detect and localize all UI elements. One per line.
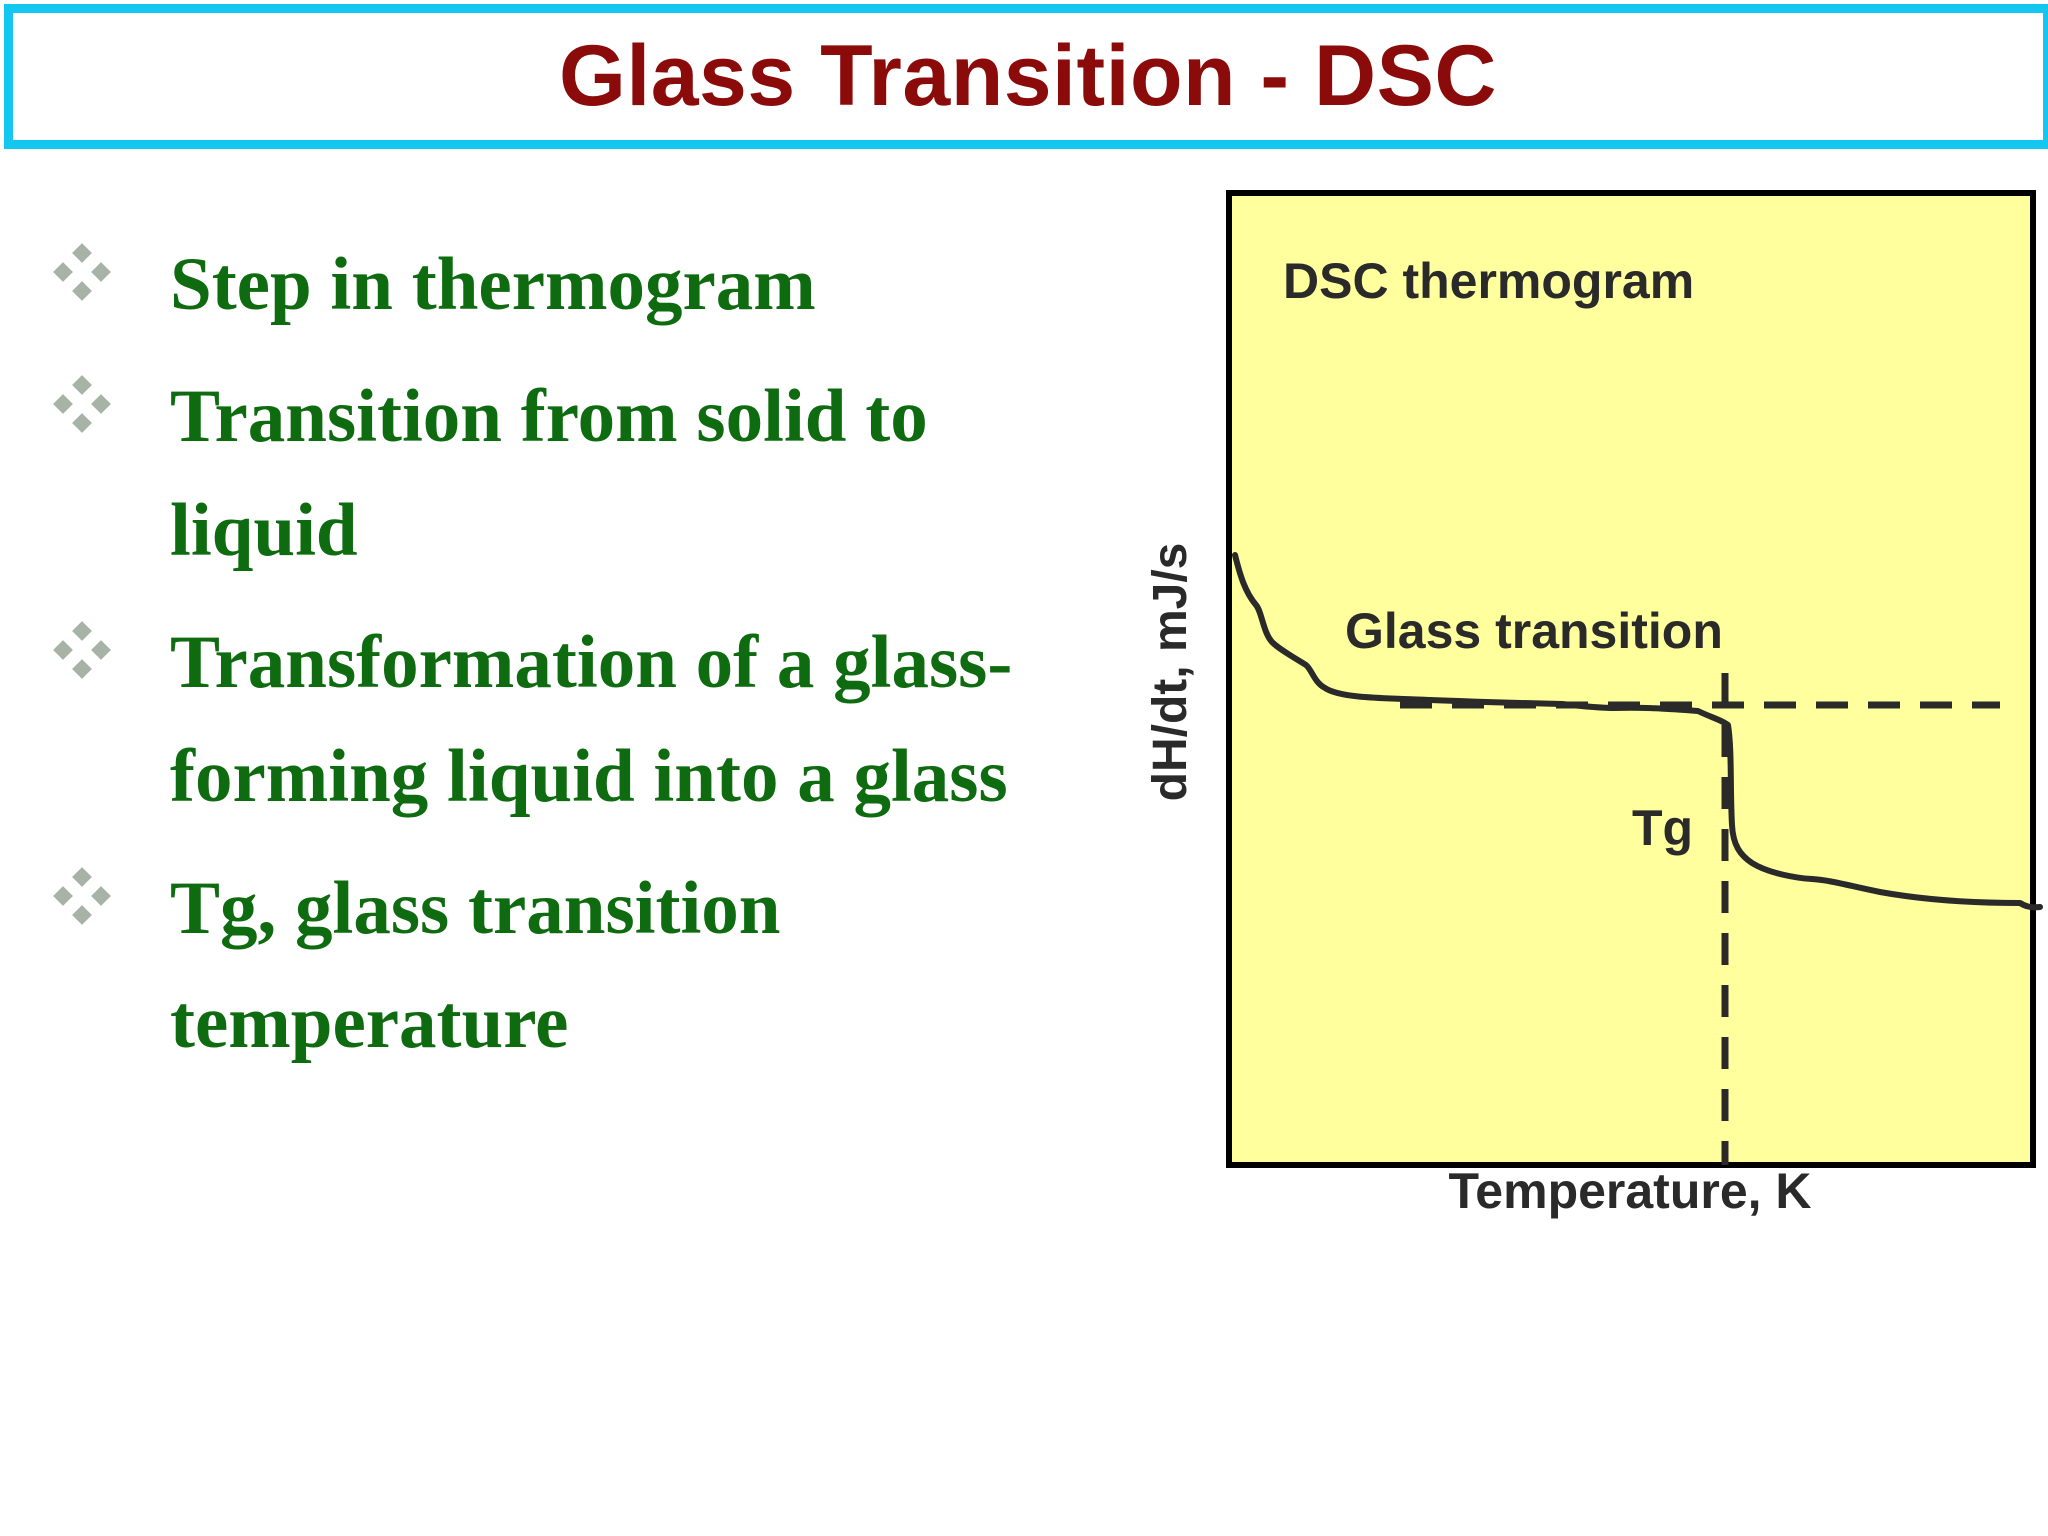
dsc-figure: DSC thermogram Glass transition Tg dH/dt… — [1100, 180, 2048, 1230]
slide-title: Glass Transition - DSC — [558, 28, 1498, 124]
bullet-text: Transition from solid to liquid — [170, 375, 928, 572]
thermogram-label: DSC thermogram — [1283, 253, 1694, 309]
title-bar: Glass Transition - DSC — [4, 4, 2048, 149]
bullet-item: Tg, glass transition temperature — [52, 852, 1092, 1080]
thermogram-panel — [1226, 190, 2036, 1168]
tg-label: Tg — [1632, 800, 1693, 856]
x-axis-label: Temperature, K — [1448, 1163, 1811, 1219]
diamond-bullet-icon — [53, 243, 111, 301]
bullet-text: Transformation of a glass-forming liquid… — [170, 621, 1013, 818]
diamond-bullet-icon — [53, 867, 111, 925]
bullet-item: Transition from solid to liquid — [52, 360, 1092, 588]
diamond-bullet-icon — [53, 375, 111, 433]
bullet-text: Tg, glass transition temperature — [170, 867, 781, 1064]
glass-transition-label: Glass transition — [1345, 603, 1723, 659]
diamond-bullet-icon — [53, 621, 111, 679]
y-axis-label: dH/dt, mJ/s — [1144, 543, 1197, 802]
bullet-text: Step in thermogram — [170, 243, 816, 326]
dsc-thermogram-diagram: DSC thermogram Glass transition Tg dH/dt… — [1144, 190, 2043, 1219]
bullet-item: Transformation of a glass-forming liquid… — [52, 606, 1092, 834]
bullet-list: Step in thermogram Transition from solid… — [52, 228, 1092, 1098]
thermogram-curve — [1232, 552, 2043, 911]
bullet-item: Step in thermogram — [52, 228, 1092, 342]
